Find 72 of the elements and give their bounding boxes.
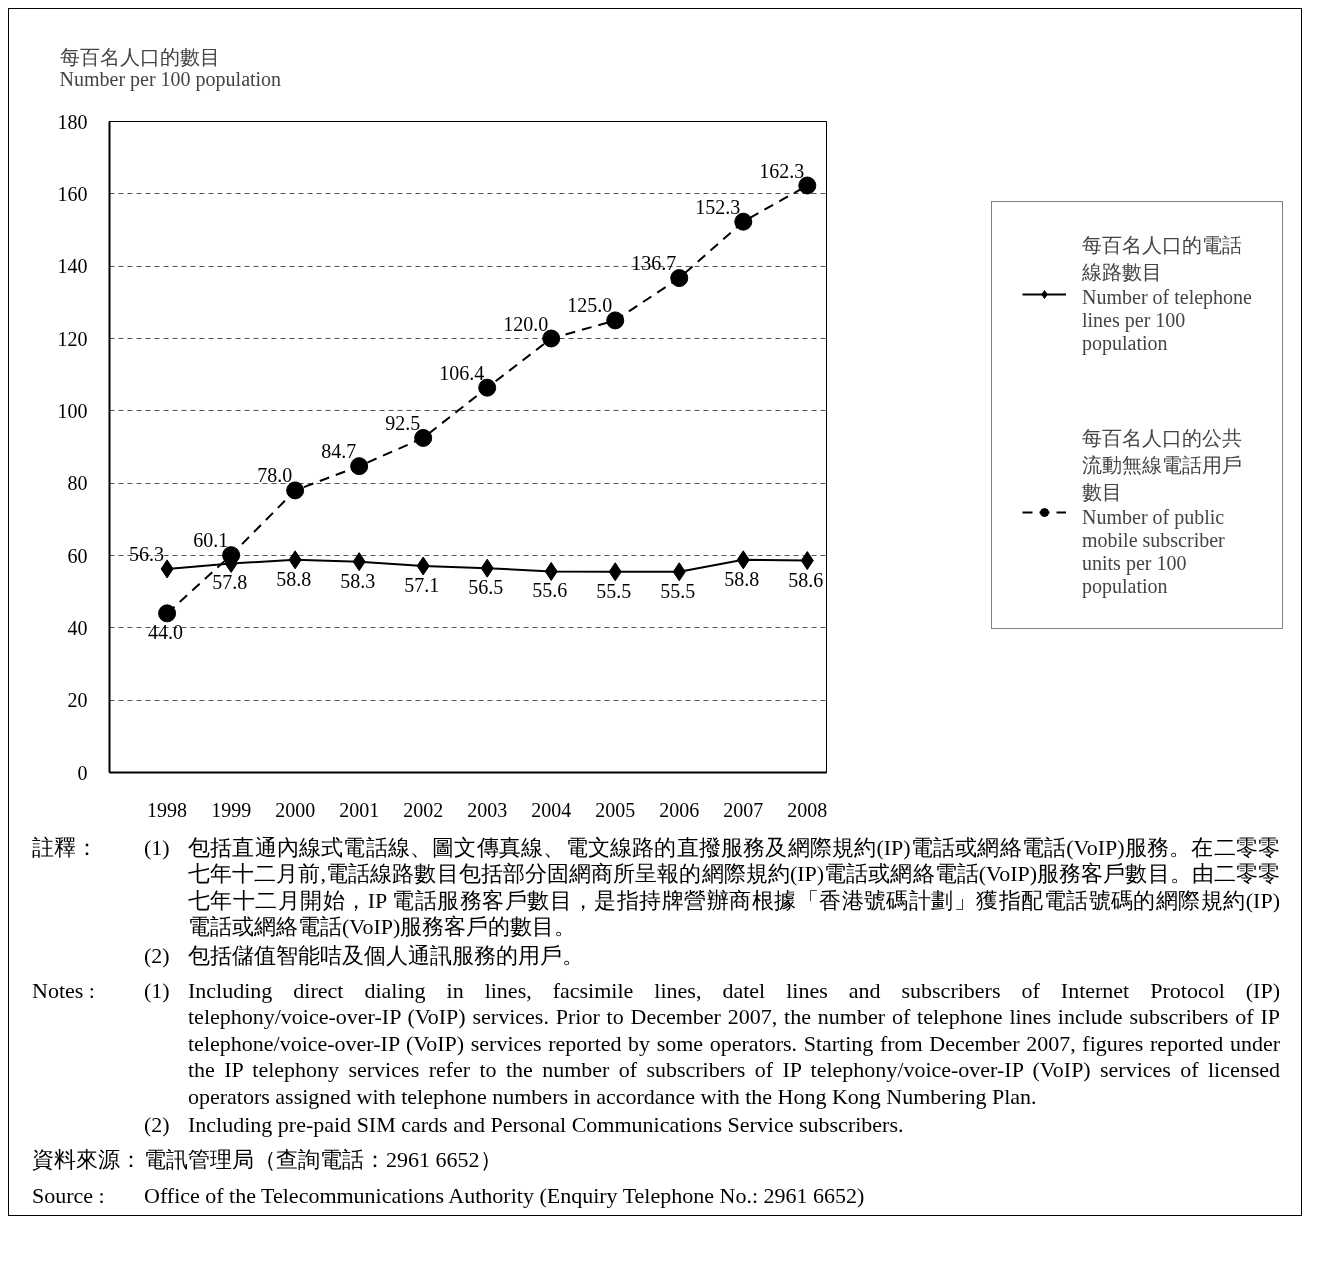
data-label: 57.8 (212, 571, 248, 594)
y-tick-label: 100 (57, 399, 88, 422)
point (286, 481, 305, 500)
data-label: 57.1 (404, 573, 440, 596)
point (542, 329, 561, 348)
point (480, 558, 494, 578)
data-label: 58.8 (724, 567, 760, 590)
data-label: 92.5 (385, 411, 421, 434)
data-label: 162.3 (759, 159, 805, 182)
data-label: 84.7 (321, 440, 357, 463)
point (288, 550, 302, 570)
legend-label: 每百名人口的公共流動無線電話用戶數目 Number of public mobile subscriber units per 100 population (1082, 426, 1242, 598)
point (478, 378, 497, 397)
x-tick-label: 2002 (403, 798, 444, 821)
point (800, 551, 814, 571)
data-label: 120.0 (503, 312, 549, 335)
x-tick-label: 1999 (211, 798, 252, 821)
data-label: 58.3 (340, 569, 376, 592)
y-tick-label: 160 (57, 182, 88, 205)
x-tick-label: 1998 (147, 798, 188, 821)
text: 註釋： (1) 包括直通內線式電話線、圖文傳真線、電文線路的直撥服務及網際規約(IP)電話或網絡電話(VoIP)服務。在二零零七年十二月前,電話線路數目包括部分固網商所呈報的網際規約(IP)電話或網絡電話(VoIP)服務客戶數目。由二零零七年十二月開始，IP 電話服務客戶數目，是指持牌營辦商根據「香港號碼計劃」獲指配電話號碼的網際規約(IP)電話或網絡電話(VoIP)服務客戶的數目。 (32, 835, 1280, 940)
point (350, 457, 369, 476)
y-tick-label: 20 (67, 689, 88, 712)
legend-label: 每百名人口的電話線路數目 Number of telephone lines per 100 population (1082, 233, 1252, 355)
data-label: 55.5 (660, 579, 696, 602)
point (670, 269, 689, 288)
data-label: 60.1 (193, 529, 229, 552)
data-label: 136.7 (631, 252, 677, 275)
data-label: 58.6 (788, 568, 824, 591)
point (352, 552, 366, 572)
data-label: 152.3 (695, 195, 741, 218)
y-tick-label: 140 (57, 255, 88, 278)
text: Notes : (1) Including direct dialing in lines, facsimile lines, datel lines and subscribers of Internet Protocol (IP) telephony/voice-over-IP (VoIP) services. Prior to December 2007, the number of telephone lines include subscribers of IP telephone/voice-over-IP (VoIP) services reported by some operators. Starting from December 2007, figures reported under the IP telephony services refer to the number of subscribers of IP telephony/voice-over-IP (VoIP) services of licensed operators assigned with telephone numbers in accordance with the Hong Kong Numbering Plan. (32, 977, 1281, 1109)
y-tick-label: 180 (57, 110, 88, 133)
x-tick-label: 2000 (275, 798, 316, 821)
data-label: 55.6 (532, 579, 568, 602)
data-label: 56.5 (468, 576, 504, 599)
source-note: 資料來源：電訊管理局（查詢電話：2961 6652） (31, 1146, 503, 1175)
point (544, 561, 558, 581)
text: (2) Including pre-paid SIM cards and Personal Communications Service subscribers. (143, 1110, 905, 1139)
x-tick-label: 2006 (659, 798, 700, 821)
point (734, 212, 753, 231)
y-tick-label: 40 (67, 616, 88, 639)
x-tick-label: 2001 (339, 798, 380, 821)
text: Source : Office of the Telecommunications Authority (Enquiry Telephone No.: 2961 6652) (32, 1182, 865, 1208)
point (608, 562, 622, 582)
y-tick-label: 0 (77, 761, 88, 784)
point (160, 559, 174, 579)
y-tick-label: 120 (57, 327, 88, 350)
data-label: 125.0 (567, 294, 613, 317)
text: (2) 包括儲值智能咭及個人通訊服務的用戶。 (143, 941, 585, 970)
x-tick-label: 2004 (531, 798, 572, 821)
point (798, 176, 817, 195)
data-label: 55.5 (596, 579, 632, 602)
x-tick-label: 2005 (595, 798, 636, 821)
point (158, 604, 177, 623)
data-label: 56.3 (129, 542, 165, 565)
x-tick-label: 2003 (467, 798, 508, 821)
point (606, 311, 625, 330)
point (416, 556, 430, 576)
x-tick-label: 2008 (787, 798, 828, 821)
point (414, 428, 433, 447)
point (672, 562, 686, 582)
data-label: 78.0 (257, 464, 293, 487)
x-tick-label: 2007 (723, 798, 764, 821)
data-label: 58.8 (276, 567, 312, 590)
data-label: 106.4 (439, 361, 485, 384)
y-tick-label: 80 (67, 472, 88, 495)
data-label: 44.0 (148, 621, 184, 644)
point (736, 550, 750, 570)
y-axis-title: 每百名人口的數目 Number per 100 population (59, 45, 282, 91)
y-tick-label: 60 (67, 544, 88, 567)
